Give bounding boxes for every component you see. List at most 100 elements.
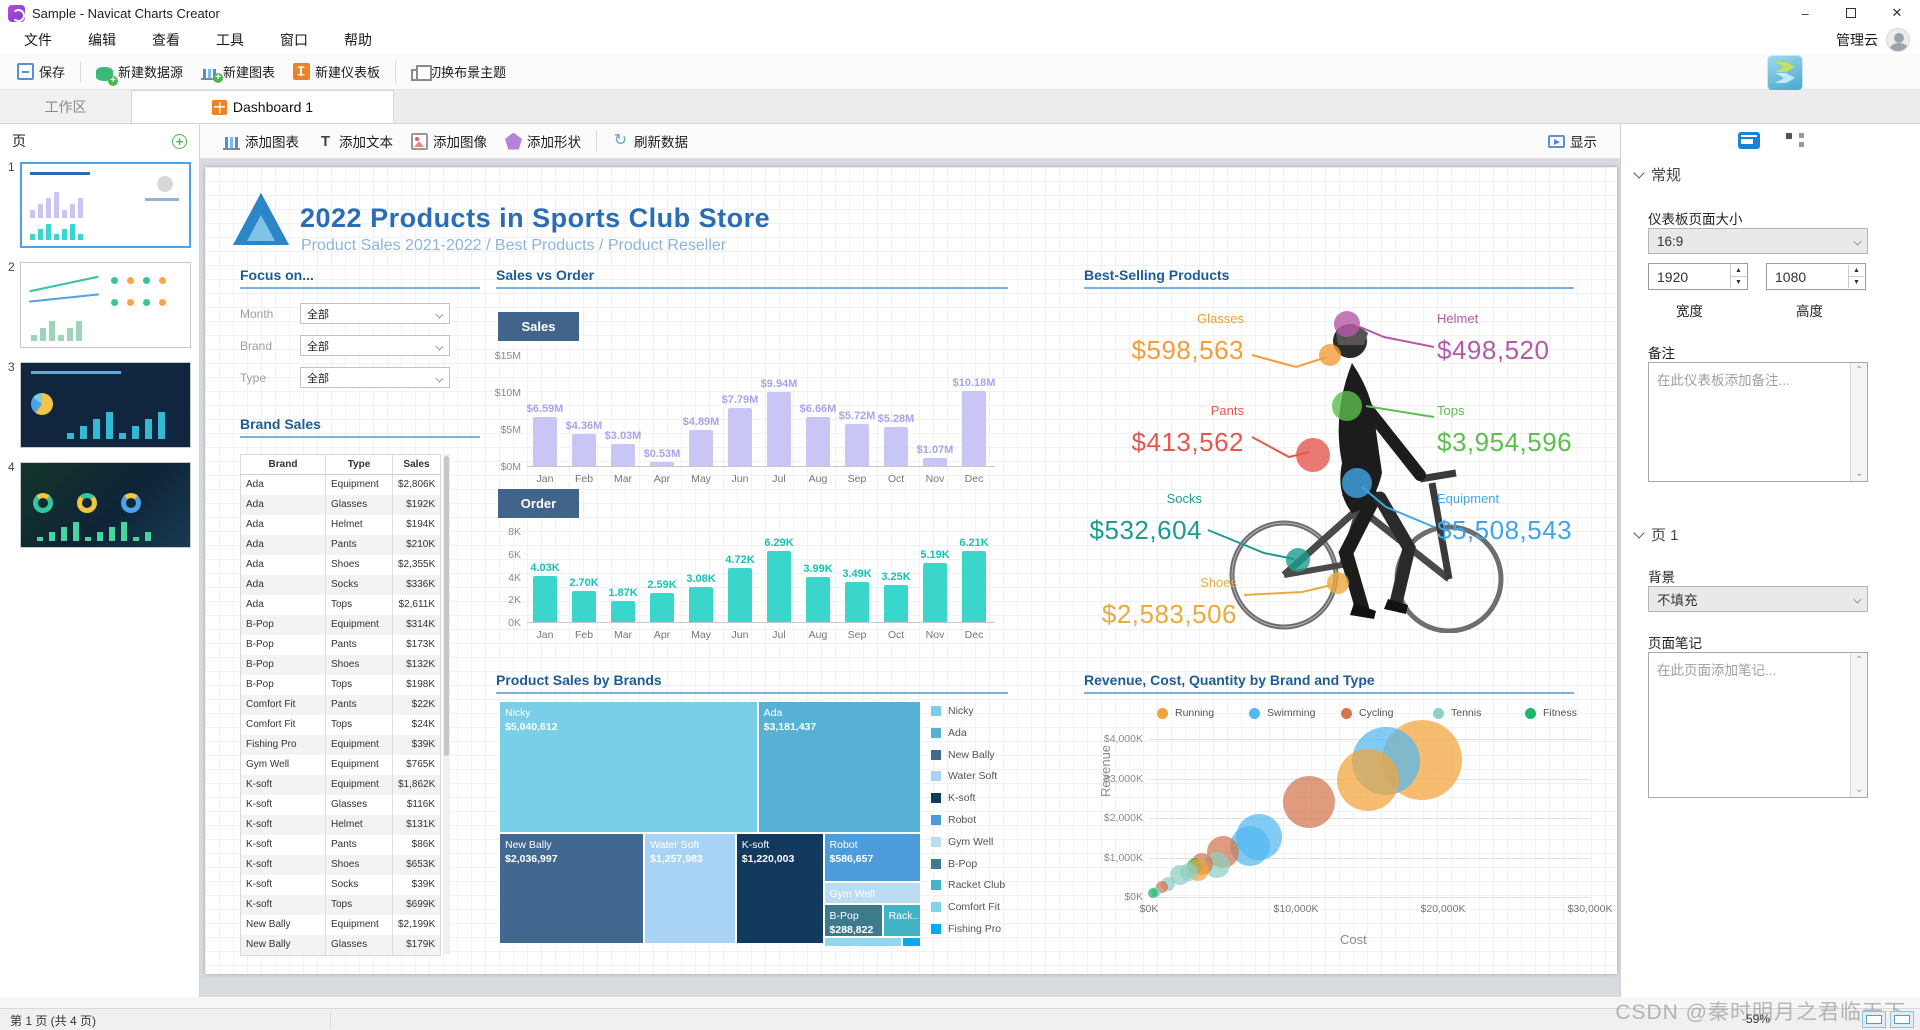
order-tab-button[interactable]: Order [498, 489, 579, 518]
new-chart-button[interactable]: 新建图表 [192, 58, 284, 86]
dashboard-page[interactable]: 2022 Products in Sports Club Store Produ… [205, 167, 1617, 974]
close-button[interactable]: ✕ [1891, 5, 1903, 20]
menu-item-2[interactable]: 查看 [152, 32, 180, 48]
tab-workspace[interactable]: 工作区 [0, 90, 132, 123]
product-dot-socks [1286, 548, 1310, 572]
dashboard-properties-icon[interactable] [1737, 132, 1760, 149]
table-row[interactable]: K-soft Socks $39K [241, 875, 440, 895]
page-thumbnail[interactable] [20, 162, 191, 248]
table-row[interactable]: Fishing Pro Equipment $39K [241, 735, 440, 755]
page1-section-toggle[interactable]: 页 1 [1633, 524, 1679, 545]
table-row[interactable]: Ada Helmet $194K [241, 515, 440, 535]
filter-select-brand[interactable]: 全部 [300, 335, 450, 356]
treemap-cell-K-soft[interactable]: K-soft $1,220,003 [735, 833, 824, 944]
table-row[interactable]: B-Pop Equipment $314K [241, 615, 440, 635]
navicat-sync-icon[interactable] [1768, 56, 1802, 90]
table-row[interactable]: Gym Well Equipment $765K [241, 755, 440, 775]
table-row[interactable]: Ada Shoes $2,355K [241, 555, 440, 575]
page-thumbnail-item[interactable]: 4 [6, 460, 191, 548]
refresh-data-button[interactable]: ↻ 刷新数据 [613, 131, 688, 150]
dashboard-canvas[interactable]: 2022 Products in Sports Club Store Produ… [200, 159, 1620, 997]
table-row[interactable]: Ada Tops $2,611K [241, 595, 440, 615]
new-datasource-button[interactable]: 新建数据源 [87, 58, 192, 86]
add-chart-button[interactable]: 添加图表 [214, 127, 308, 155]
treemap-cell-Water Soft[interactable]: Water Soft $1,257,983 [644, 833, 736, 944]
treemap-cell-small[interactable] [901, 936, 921, 947]
maximize-button[interactable] [1828, 0, 1874, 26]
height-stepper[interactable]: 1080 ▲ ▼ [1766, 263, 1866, 290]
structure-icon[interactable] [1785, 132, 1804, 149]
zoom-level[interactable]: 59% [1745, 1012, 1770, 1026]
add-shape-button[interactable]: 添加形状 [496, 127, 590, 155]
table-row[interactable]: K-soft Glasses $116K [241, 795, 440, 815]
table-row[interactable]: K-soft Helmet $131K [241, 815, 440, 835]
add-page-button[interactable]: + [172, 133, 187, 149]
treemap-cell-small[interactable] [823, 936, 902, 947]
minimize-button[interactable]: – [1801, 5, 1809, 21]
treemap-cell-New Bally[interactable]: New Bally $2,036,997 [499, 833, 645, 944]
table-row[interactable]: K-soft Pants $86K [241, 835, 440, 855]
brand-sales-table[interactable]: Brand Type Sales Ada Equipment $2,806K Ada Glas… [240, 454, 441, 956]
table-row[interactable]: K-soft Shoes $653K [241, 855, 440, 875]
display-button[interactable]: 显示 [1539, 127, 1606, 155]
scrollbar[interactable] [1850, 363, 1867, 481]
general-section-toggle[interactable]: 常规 [1633, 164, 1681, 185]
treemap-cell-Rack..[interactable]: Rack.. [882, 904, 921, 937]
sales-tab-button[interactable]: Sales [498, 312, 579, 341]
main-toolbar: 保存 新建数据源 新建图表 新建仪表板 切换布景主题 [0, 54, 1920, 90]
treemap-cell-B-Pop[interactable]: B-Pop $288,822 [823, 904, 883, 937]
menu-item-4[interactable]: 窗口 [280, 32, 308, 48]
user-avatar[interactable] [1886, 28, 1910, 52]
page-thumbnail-item[interactable]: 1 [6, 160, 191, 248]
treemap-cell-Nicky[interactable]: Nicky $5,040,612 [499, 701, 758, 834]
table-row[interactable]: B-Pop Tops $198K [241, 675, 440, 695]
page-thumbnail[interactable] [20, 362, 191, 448]
table-row[interactable]: B-Pop Shoes $132K [241, 655, 440, 675]
view-mode-icon[interactable] [1862, 1011, 1886, 1028]
bubble-legend-Fitness: Fitness [1525, 707, 1577, 719]
scrollbar[interactable] [1850, 653, 1867, 797]
save-button[interactable]: 保存 [8, 58, 74, 86]
filter-select-type[interactable]: 全部 [300, 367, 450, 388]
bar-value-label: 3.08K [686, 573, 716, 585]
menu-item-3[interactable]: 工具 [216, 32, 244, 48]
page-thumbnail[interactable] [20, 262, 191, 348]
table-row[interactable]: K-soft Tops $699K [241, 895, 440, 915]
background-select[interactable]: 不填充 [1648, 586, 1868, 612]
filter-select-month[interactable]: 全部 [300, 303, 450, 324]
manage-cloud-link[interactable]: 管理云 [1836, 32, 1878, 48]
table-row[interactable]: K-soft Equipment $1,862K [241, 775, 440, 795]
tab-dashboard-1[interactable]: Dashboard 1 [132, 90, 394, 123]
page-thumbnail-item[interactable]: 3 [6, 360, 191, 448]
toggle-theme-button[interactable]: 切换布景主题 [402, 58, 515, 86]
table-row[interactable]: New Bally Equipment $2,199K [241, 915, 440, 935]
menu-item-5[interactable]: 帮助 [344, 32, 372, 48]
table-row[interactable]: Comfort Fit Pants $22K [241, 695, 440, 715]
menu-item-0[interactable]: 文件 [24, 32, 52, 48]
fullscreen-icon[interactable] [1890, 1011, 1914, 1028]
add-text-button[interactable]: T 添加文本 [308, 127, 402, 155]
table-row[interactable]: Ada Equipment $2,806K [241, 475, 440, 495]
page-thumbnail-item[interactable]: 2 [6, 260, 191, 348]
table-row[interactable]: Ada Pants $210K [241, 535, 440, 555]
menu-item-1[interactable]: 编辑 [88, 32, 116, 48]
table-row[interactable]: New Bally Glasses $179K [241, 935, 440, 955]
page-notes-input[interactable]: 在此页面添加笔记... [1648, 652, 1868, 798]
table-scrollbar[interactable] [443, 454, 450, 954]
treemap-cell-Gym Well[interactable]: Gym Well [823, 881, 921, 905]
new-dashboard-button[interactable]: 新建仪表板 [284, 58, 389, 86]
ratio-select[interactable]: 16:9 [1648, 228, 1868, 254]
table-row[interactable]: Comfort Fit Tops $24K [241, 715, 440, 735]
table-row[interactable]: Ada Glasses $192K [241, 495, 440, 515]
treemap-cell-Ada[interactable]: Ada $3,181,437 [757, 701, 921, 834]
add-image-button[interactable]: 添加图像 [402, 127, 496, 155]
bubble-y-tick: $3,000K [1103, 772, 1143, 785]
page-thumbnail[interactable] [20, 462, 191, 548]
table-row[interactable]: Ada Socks $336K [241, 575, 440, 595]
bubble-y-tick: $0K [1124, 891, 1143, 903]
table-row[interactable]: B-Pop Pants $173K [241, 635, 440, 655]
treemap-cell-Robot[interactable]: Robot $586,657 [823, 833, 921, 882]
dashboard-notes-input[interactable]: 在此仪表板添加备注... [1648, 362, 1868, 482]
width-stepper[interactable]: 1920 ▲ ▼ [1648, 263, 1748, 290]
